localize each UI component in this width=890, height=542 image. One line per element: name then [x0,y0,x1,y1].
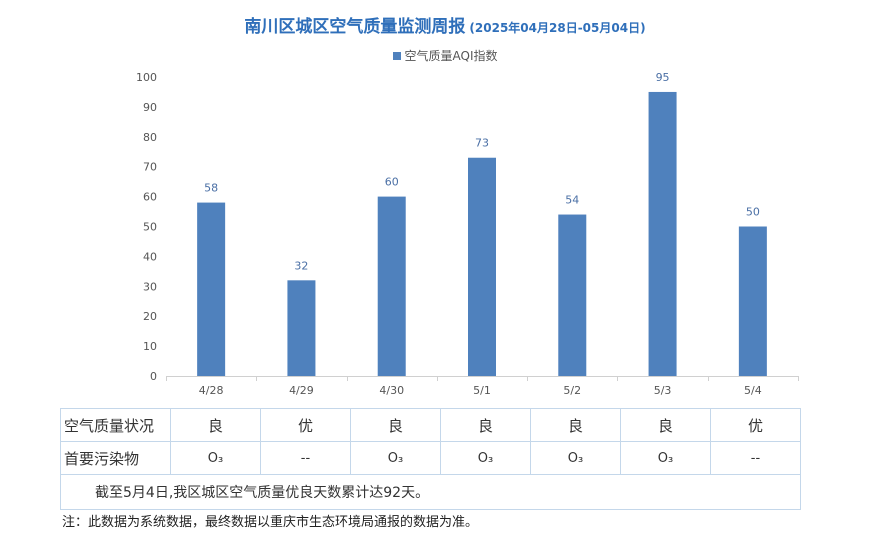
pollutant-row-label: 首要污染物 [60,441,171,475]
data-label: 60 [385,176,399,189]
status-cell: 良 [350,408,441,442]
status-cell: 良 [620,408,711,442]
pollutant-cell: O₃ [620,441,711,475]
air-quality-table: 空气质量状况 良 优 良 良 良 良 优 首要污染物 O₃ -- O₃ O₃ O… [60,408,801,510]
legend-swatch [392,52,401,60]
pollutant-cell: O₃ [440,441,531,475]
y-tick-label: 60 [143,191,157,204]
x-tick-label: 5/2 [563,384,581,397]
data-label: 95 [656,71,670,84]
x-tick-label: 5/3 [654,384,672,397]
x-tick-label: 4/28 [199,384,224,397]
data-label: 73 [475,137,489,150]
x-tick-label: 4/30 [379,384,404,397]
aqi-bar [377,196,406,376]
y-tick-label: 20 [143,310,157,323]
aqi-bar [197,202,226,376]
pollutant-cell: O₃ [350,441,441,475]
x-tick-label: 4/29 [289,384,314,397]
page-title: 南川区城区空气质量监测周报 (2025年04月28日-05月04日) [0,12,890,37]
y-tick-label: 100 [136,71,157,84]
x-tick-label: 5/4 [744,384,762,397]
y-tick-label: 70 [143,161,157,174]
data-label: 58 [204,182,218,195]
y-tick-label: 80 [143,131,157,144]
summary-text: 截至5月4日,我区城区空气质量优良天数累计达92天。 [60,474,801,510]
pollutant-cell: O₃ [170,441,261,475]
pollutant-cell: O₃ [530,441,621,475]
data-label: 54 [565,194,579,207]
pollutant-row: 首要污染物 O₃ -- O₃ O₃ O₃ O₃ -- [60,441,801,475]
pollutant-cell: -- [710,441,801,475]
data-label: 50 [746,206,760,219]
status-cell: 良 [440,408,531,442]
data-label: 32 [294,259,308,272]
status-cell: 良 [170,408,261,442]
y-tick-label: 90 [143,101,157,114]
y-tick-label: 10 [143,340,157,353]
y-tick-label: 0 [150,370,157,383]
report-date-range: (2025年04月28日-05月04日) [469,21,646,35]
aqi-bar [648,91,677,376]
status-row-label: 空气质量状况 [60,408,171,442]
summary-row: 截至5月4日,我区城区空气质量优良天数累计达92天。 [60,474,801,510]
y-tick-label: 40 [143,250,157,263]
aqi-bar-chart: 0 10 20 30 40 50 60 70 80 90 100 58 4/28 32 4/29 60 4/30… [136,71,799,397]
aqi-bar [287,280,316,376]
footer-note: 注：此数据为系统数据，最终数据以重庆市生态环境局通报的数据为准。 [62,515,479,530]
x-tick-label: 5/1 [473,384,491,397]
status-cell: 优 [260,408,351,442]
aqi-bar [468,157,496,376]
report-title: 南川区城区空气质量监测周报 [244,17,466,37]
aqi-bar [558,214,587,376]
status-cell: 良 [530,408,621,442]
status-cell: 优 [710,408,801,442]
status-row: 空气质量状况 良 优 良 良 良 良 优 [60,408,801,442]
y-tick-label: 30 [143,280,157,293]
chart-legend: 空气质量AQI指数 [0,47,890,64]
y-tick-label: 50 [143,221,157,234]
pollutant-cell: -- [260,441,351,475]
legend-label: 空气质量AQI指数 [404,49,498,63]
aqi-bar [738,226,767,376]
